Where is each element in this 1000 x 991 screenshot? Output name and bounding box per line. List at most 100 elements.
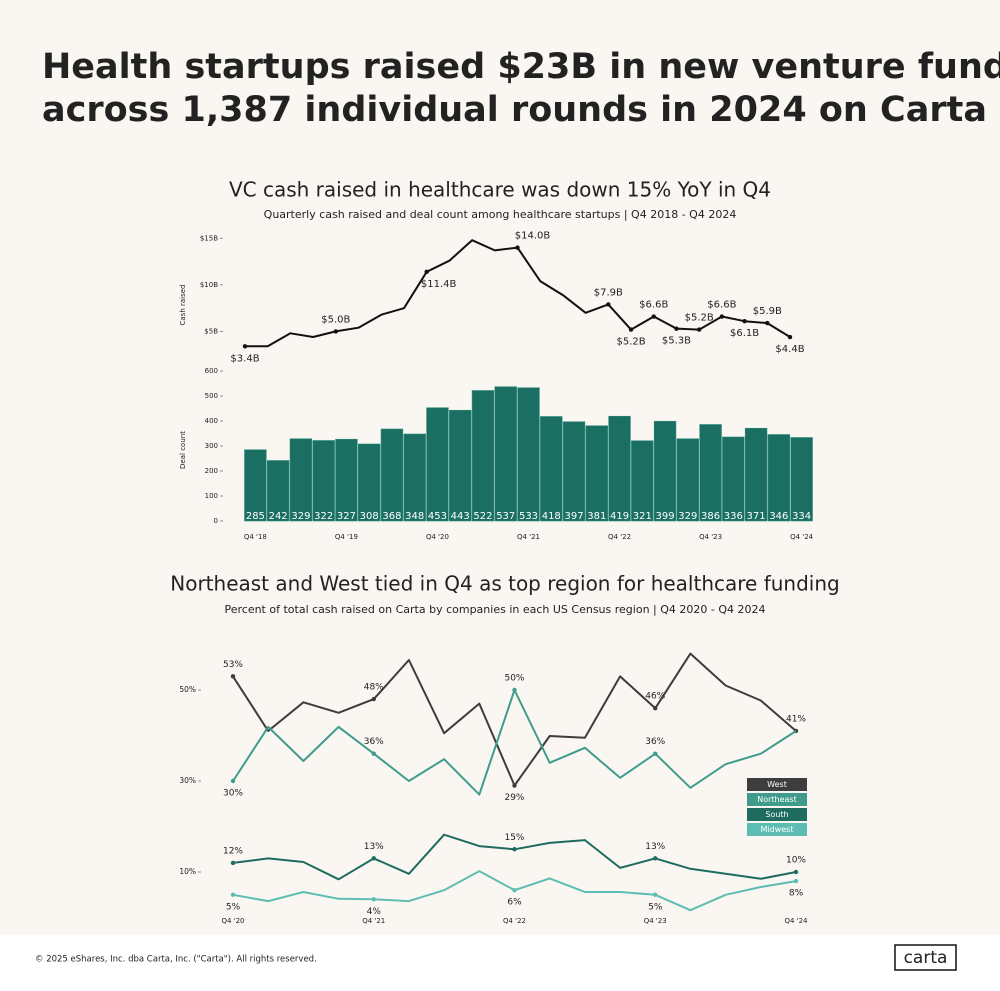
- point: [651, 314, 656, 319]
- x-tick-label: Q4 '20: [221, 917, 244, 925]
- bar: [244, 449, 267, 522]
- bar: [722, 436, 745, 522]
- bar-label: 399: [656, 511, 675, 522]
- data-label: 36%: [364, 737, 384, 747]
- bar-label: 418: [542, 511, 561, 522]
- point: [793, 878, 799, 884]
- bar-label: 443: [451, 511, 470, 522]
- x-tick-label: Q4 '23: [644, 917, 667, 925]
- point: [424, 269, 429, 275]
- y-tick-label: $5B: [204, 327, 218, 335]
- data-label: 30%: [223, 789, 243, 799]
- x-tick-label: Q4 '24: [790, 533, 814, 541]
- point: [333, 329, 339, 334]
- data-label: 5%: [226, 902, 241, 912]
- data-label: 13%: [645, 842, 665, 852]
- bar-label: 419: [610, 511, 629, 522]
- point: [696, 327, 702, 332]
- bar-label: 397: [564, 511, 583, 522]
- data-label: $6.1B: [730, 328, 759, 339]
- y-tick-label: 500: [205, 392, 218, 400]
- data-label: 5%: [648, 902, 663, 912]
- bar: [289, 438, 313, 522]
- y-tick-label: 50%: [179, 685, 196, 694]
- x-tick-label: Q4 '21: [517, 533, 540, 541]
- point: [765, 320, 770, 326]
- footer-bg: [0, 935, 1000, 991]
- y-tick-label: 10%: [179, 867, 196, 876]
- data-label: $6.6B: [707, 300, 736, 311]
- bar-label: 533: [519, 511, 538, 522]
- data-label: $5.9B: [753, 306, 782, 317]
- x-tick-label: Q4 '18: [244, 533, 267, 541]
- x-tick-label: Q4 '24: [784, 917, 808, 925]
- bar: [744, 427, 768, 522]
- bar-label: 329: [678, 511, 697, 522]
- bar: [494, 386, 517, 522]
- data-label: $5.0B: [321, 314, 350, 325]
- point: [230, 674, 236, 679]
- headline: across 1,387 individual rounds in 2024 o…: [42, 90, 987, 130]
- point: [719, 314, 725, 319]
- y-tick-label: 300: [205, 442, 218, 450]
- bar: [653, 420, 677, 522]
- bar: [357, 443, 381, 522]
- data-label: 36%: [645, 737, 665, 747]
- point: [653, 706, 658, 711]
- bar: [426, 407, 449, 522]
- legend-swatch: [747, 778, 807, 791]
- bar-label: 242: [269, 511, 288, 522]
- data-label: $7.9B: [594, 287, 623, 298]
- y-tick-label: 600: [205, 367, 218, 375]
- legend-label: Northeast: [757, 795, 797, 804]
- bar: [403, 433, 426, 522]
- point: [371, 696, 376, 702]
- bar-label: 381: [587, 511, 606, 522]
- bar-label: 348: [405, 511, 424, 522]
- y-tick-label: 400: [205, 417, 218, 425]
- point: [628, 327, 634, 332]
- y-tick-label: 0: [214, 517, 218, 525]
- data-label: $4.4B: [775, 344, 804, 355]
- bar-label: 334: [792, 511, 811, 522]
- bar-label: 329: [291, 511, 310, 522]
- data-label: $5.2B: [616, 337, 645, 348]
- data-label: 41%: [786, 714, 806, 724]
- point: [371, 897, 376, 902]
- point: [512, 783, 517, 788]
- data-label: $6.6B: [639, 300, 668, 311]
- x-tick-label: Q4 '23: [699, 533, 722, 541]
- bar: [471, 390, 495, 522]
- point: [606, 302, 611, 307]
- bar-label: 321: [633, 511, 652, 522]
- chart-title: Northeast and West tied in Q4 as top reg…: [170, 572, 839, 596]
- x-tick-label: Q4 '21: [362, 917, 385, 925]
- legend-label: South: [765, 810, 788, 819]
- bar: [585, 425, 608, 522]
- data-label: 10%: [786, 856, 806, 866]
- point: [653, 856, 658, 861]
- y-axis-title: Cash raised: [179, 285, 187, 326]
- bar-label: 368: [382, 511, 401, 522]
- logo-box: [894, 944, 957, 971]
- bar: [562, 421, 586, 522]
- point: [512, 888, 517, 893]
- point: [793, 869, 799, 875]
- chart-title: VC cash raised in healthcare was down 15…: [229, 178, 771, 202]
- legend-label: Midwest: [761, 825, 794, 834]
- point: [653, 892, 658, 897]
- point: [230, 892, 236, 897]
- y-tick-label: $10B: [200, 281, 218, 289]
- y-tick-label: 200: [205, 467, 218, 475]
- x-tick-label: Q4 '19: [335, 533, 358, 541]
- bar-label: 327: [337, 511, 356, 522]
- bar-label: 386: [701, 511, 720, 522]
- data-label: 12%: [223, 846, 243, 856]
- data-label: $11.4B: [421, 279, 457, 290]
- chart-subtitle: Quarterly cash raised and deal count amo…: [264, 208, 737, 221]
- data-label: 13%: [364, 842, 384, 852]
- copyright: © 2025 eShares, Inc. dba Carta, Inc. ("C…: [35, 955, 317, 965]
- x-tick-label: Q4 '22: [608, 533, 631, 541]
- bar: [517, 387, 540, 522]
